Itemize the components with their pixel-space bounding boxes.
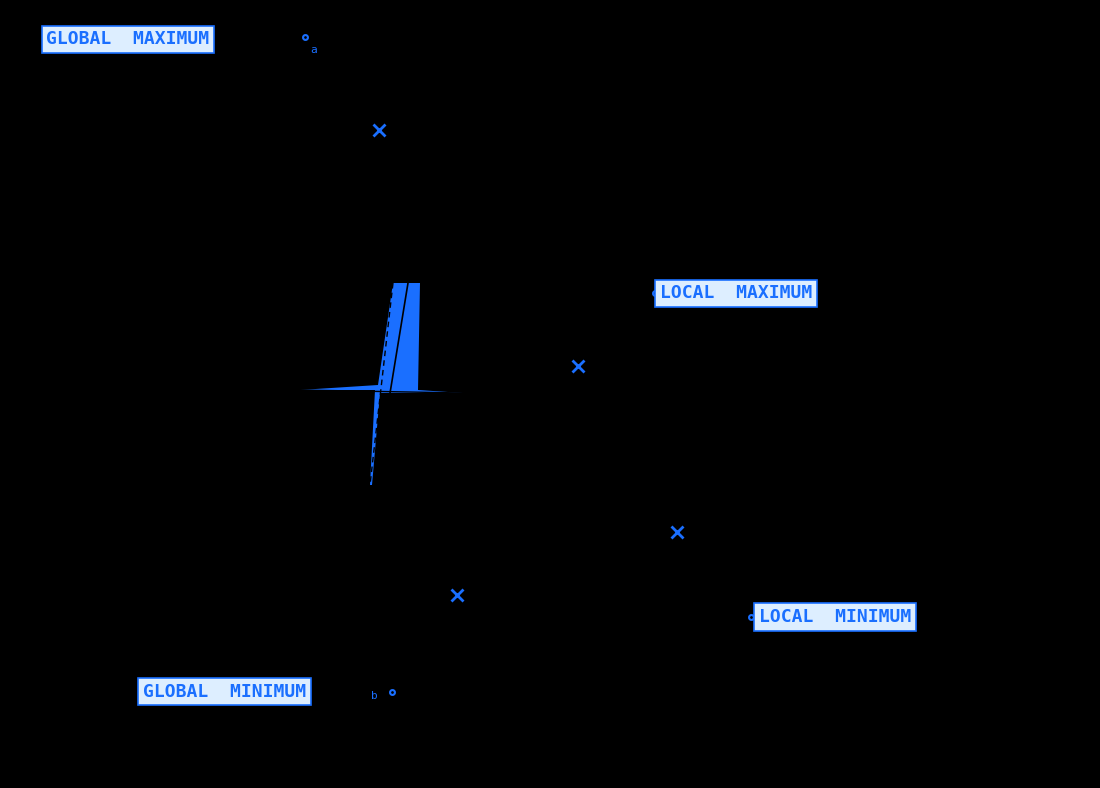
Text: LOCAL  MINIMUM: LOCAL MINIMUM	[759, 608, 911, 626]
Text: GLOBAL  MINIMUM: GLOBAL MINIMUM	[143, 683, 306, 701]
Polygon shape	[300, 283, 463, 485]
Text: LOCAL  MAXIMUM: LOCAL MAXIMUM	[660, 284, 812, 302]
Text: b: b	[371, 691, 377, 701]
Text: a: a	[310, 45, 317, 55]
Text: GLOBAL  MAXIMUM: GLOBAL MAXIMUM	[46, 31, 209, 48]
